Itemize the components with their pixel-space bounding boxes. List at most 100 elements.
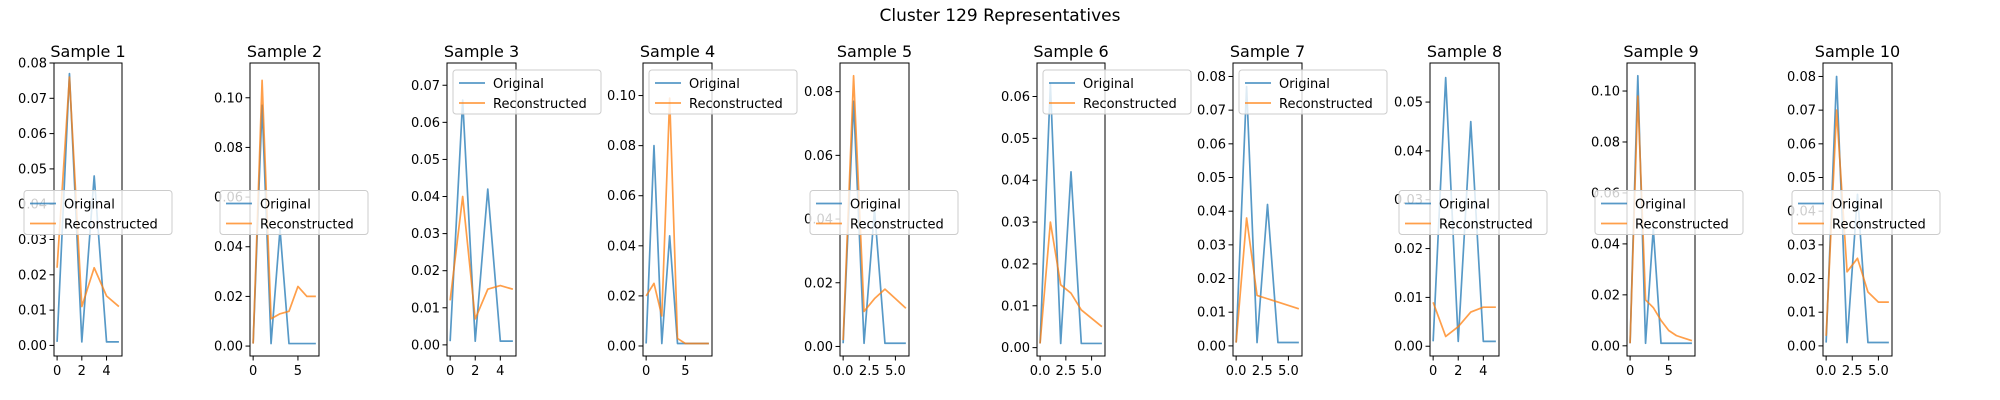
y-tick-label: 0.03 xyxy=(18,233,47,248)
legend-box xyxy=(1398,190,1548,235)
y-tick-label: 0.04 xyxy=(1591,237,1620,252)
y-tick-label: 0.01 xyxy=(411,301,440,316)
legend-label-reconstructed: Reconstructed xyxy=(260,218,354,233)
legend: Original Reconstructed xyxy=(452,69,602,115)
y-tick-label: 0.08 xyxy=(1197,70,1226,85)
axes-frame xyxy=(1232,62,1303,357)
y-tick-label: 0.01 xyxy=(1001,299,1030,314)
x-tick-label: 0.0 xyxy=(833,364,854,379)
x-tick-label: 2 xyxy=(78,364,86,379)
y-tick-label: 0.04 xyxy=(1001,174,1030,189)
y-tick-label: 0.07 xyxy=(1787,104,1816,119)
subplot-title: Sample 7 xyxy=(1230,42,1305,61)
subplot-4: 0.00 0.02 0.04 0.06 0.08 0.10 0 5 Sample 4 Origin… xyxy=(607,42,798,379)
y-tick-label: 0.02 xyxy=(1197,272,1226,287)
legend-box xyxy=(219,190,369,235)
y-tick-label: 0.02 xyxy=(1001,257,1030,272)
subplot-3: 0.00 0.01 0.02 0.03 0.04 0.05 0.06 0.07 0 2 4 Sampl… xyxy=(411,42,602,379)
subplot-title: Sample 3 xyxy=(444,42,519,61)
x-tick-label: 4 xyxy=(1479,364,1487,379)
legend: Original Reconstructed xyxy=(23,190,173,235)
y-tick-label: 0.07 xyxy=(1197,104,1226,119)
series-line-reconstructed xyxy=(1825,109,1889,336)
legend: Original Reconstructed xyxy=(1238,69,1388,115)
x-tick-label: 5.0 xyxy=(1081,364,1102,379)
x-tick-label: 0.0 xyxy=(1226,364,1247,379)
series-line-reconstructed xyxy=(449,195,514,320)
subplot-title: Sample 5 xyxy=(837,42,912,61)
y-tick-label: 0.00 xyxy=(1591,339,1620,354)
series-line-original xyxy=(252,104,316,345)
subplot-title: Sample 10 xyxy=(1815,42,1900,61)
series-line-reconstructed xyxy=(1432,301,1496,338)
legend-box xyxy=(1238,69,1388,115)
subplot-1: 0.000.010.020.030.040.050.060.070.08024S… xyxy=(18,42,173,379)
x-tick-label: 2 xyxy=(471,364,479,379)
x-tick-label: 0.0 xyxy=(1816,364,1837,379)
y-tick-label: 0.06 xyxy=(607,189,636,204)
series-line-reconstructed xyxy=(842,74,907,341)
x-tick-label: 2.5 xyxy=(859,364,880,379)
y-tick-label: 0.03 xyxy=(1787,238,1816,253)
y-tick-label: 0.00 xyxy=(18,339,47,354)
x-tick-label: 0 xyxy=(1429,364,1437,379)
legend-label-reconstructed: Reconstructed xyxy=(1832,218,1926,233)
x-tick-label: 0 xyxy=(642,364,650,379)
legend-label-reconstructed: Reconstructed xyxy=(493,97,587,112)
legend: Original Reconstructed xyxy=(648,69,798,115)
subplot-title: Sample 9 xyxy=(1623,42,1698,61)
y-tick-label: 0.08 xyxy=(1591,135,1620,150)
legend: Original Reconstructed xyxy=(1791,190,1941,235)
y-tick-label: 0.06 xyxy=(1001,90,1030,105)
y-tick-label: 0.10 xyxy=(214,91,243,106)
legend-box xyxy=(1791,190,1941,235)
legend-box xyxy=(1042,69,1192,115)
y-tick-label: 0.06 xyxy=(1787,137,1816,152)
y-tick-label: 0.04 xyxy=(1197,205,1226,220)
y-tick-label: 0.00 xyxy=(214,340,243,355)
y-tick-label: 0.03 xyxy=(1197,238,1226,253)
series-line-original xyxy=(449,99,513,343)
y-tick-label: 0.00 xyxy=(1787,339,1816,354)
x-tick-label: 5.0 xyxy=(1868,364,1889,379)
x-tick-label: 2.5 xyxy=(1252,364,1273,379)
y-tick-label: 0.06 xyxy=(804,149,833,164)
y-tick-label: 0.02 xyxy=(607,289,636,304)
x-tick-label: 5.0 xyxy=(885,364,906,379)
legend-label-original: Original xyxy=(1083,77,1134,92)
y-tick-label: 0.02 xyxy=(1787,272,1816,287)
x-tick-label: 5 xyxy=(294,364,302,379)
y-tick-label: 0.06 xyxy=(1197,137,1226,152)
x-tick-label: 5 xyxy=(681,364,689,379)
subplot-6: 0.00 0.01 0.02 0.03 0.04 0.05 0.06 0.0 2.5 5.0 Sam… xyxy=(1001,42,1192,379)
y-tick-label: 0.10 xyxy=(1591,85,1620,100)
legend-label-original: Original xyxy=(850,198,901,213)
y-tick-label: 0.06 xyxy=(411,116,440,131)
series-line-reconstructed xyxy=(56,76,120,308)
y-tick-label: 0.02 xyxy=(214,290,243,305)
y-tick-label: 0.08 xyxy=(18,57,47,72)
legend-label-reconstructed: Reconstructed xyxy=(64,218,158,233)
legend-label-reconstructed: Reconstructed xyxy=(1083,97,1177,112)
legend-box xyxy=(1594,190,1744,235)
legend-label-original: Original xyxy=(1439,198,1490,213)
legend-label-original: Original xyxy=(689,77,740,92)
legend-label-reconstructed: Reconstructed xyxy=(1439,218,1533,233)
y-tick-label: 0.04 xyxy=(1394,144,1423,159)
y-tick-label: 0.02 xyxy=(804,276,833,291)
x-tick-label: 5.0 xyxy=(1278,364,1299,379)
subplot-title: Sample 4 xyxy=(640,42,715,61)
y-tick-label: 0.01 xyxy=(18,304,47,319)
axes-frame xyxy=(1036,62,1106,357)
y-tick-label: 0.05 xyxy=(1001,132,1030,147)
figure-title: Cluster 129 Representatives xyxy=(880,6,1121,26)
y-tick-label: 0.05 xyxy=(1197,171,1226,186)
x-tick-label: 2.5 xyxy=(1842,364,1863,379)
x-tick-label: 0 xyxy=(1626,364,1634,379)
legend-box xyxy=(648,69,798,115)
legend-label-original: Original xyxy=(260,198,311,213)
y-tick-label: 0.10 xyxy=(607,89,636,104)
